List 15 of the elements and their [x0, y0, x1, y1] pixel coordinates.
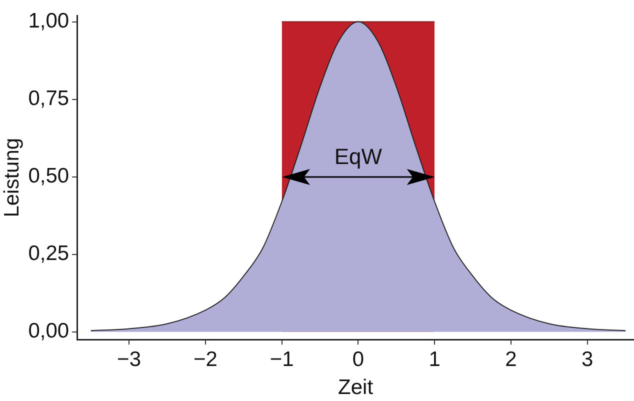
- x-tick-label: −1: [270, 348, 294, 371]
- y-tick-label: 1,00: [28, 10, 70, 33]
- y-tick-label: 0,25: [28, 242, 70, 266]
- y-tick-label: 0,75: [28, 87, 70, 110]
- annotation: EqW: [334, 144, 382, 169]
- y-tick-label: 0,00: [28, 320, 70, 343]
- y-tick-label: 0,50: [28, 164, 70, 188]
- x-axis-title: Zeit: [338, 376, 374, 400]
- x-tick-label: −2: [193, 348, 218, 371]
- y-axis-title: Leistung: [0, 138, 24, 218]
- x-tick-label: 2: [505, 348, 517, 371]
- x-tick-label: 1: [428, 348, 440, 371]
- x-tick-label: 3: [582, 348, 594, 371]
- x-tick-label: −3: [117, 348, 141, 371]
- x-tick-label: 0: [352, 348, 364, 371]
